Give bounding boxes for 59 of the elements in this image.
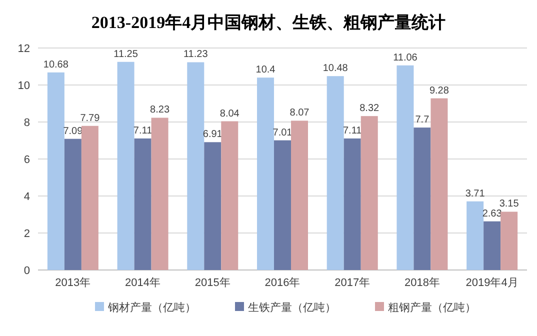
bar <box>274 140 291 270</box>
x-tick-label: 2014年 <box>125 277 161 289</box>
y-tick-label: 4 <box>24 191 30 203</box>
x-tick-label: 2013年 <box>55 277 91 289</box>
data-label: 3.71 <box>465 188 486 200</box>
x-tick-label: 2018年 <box>404 277 440 289</box>
y-tick-label: 8 <box>24 117 30 129</box>
data-label: 7.11 <box>133 125 153 136</box>
data-label: 11.25 <box>114 48 138 60</box>
x-tick-label: 2017年 <box>334 277 370 289</box>
bar <box>484 221 501 270</box>
legend-label: 生铁产量（亿吨） <box>248 301 336 314</box>
data-label: 7.79 <box>80 112 100 124</box>
data-label: 11.23 <box>183 49 208 60</box>
data-label: 10.4 <box>256 64 276 76</box>
bar <box>221 121 238 270</box>
bar <box>81 126 98 270</box>
bar <box>430 98 448 270</box>
data-label: 2.63 <box>482 208 502 220</box>
legend-label: 钢材产量（亿吨） <box>107 301 196 314</box>
bar <box>64 138 82 270</box>
bar <box>414 128 431 270</box>
data-label: 8.07 <box>290 108 310 119</box>
data-label: 7.7 <box>415 114 430 126</box>
bar <box>500 212 518 270</box>
bar <box>344 138 361 270</box>
chart-title: 2013-2019年4月中国钢材、生铁、粗钢产量统计 <box>91 13 446 32</box>
data-label: 11.06 <box>393 52 418 64</box>
bar <box>326 76 344 270</box>
data-label: 3.15 <box>499 198 520 210</box>
x-tick-label: 2019年4月 <box>466 277 518 289</box>
x-tick-label: 2015年 <box>194 277 230 289</box>
data-label: 10.48 <box>322 63 348 74</box>
bar <box>360 116 378 270</box>
bar <box>134 138 152 270</box>
y-tick-label: 0 <box>24 265 30 277</box>
data-label: 7.11 <box>342 125 362 136</box>
bar <box>187 62 204 270</box>
bar <box>466 201 484 270</box>
y-tick-label: 6 <box>24 154 30 166</box>
data-label: 8.23 <box>150 104 170 116</box>
legend-label: 粗钢产量（亿吨） <box>388 301 476 314</box>
data-label: 9.28 <box>429 85 450 96</box>
bar <box>396 65 414 270</box>
bar <box>151 118 168 270</box>
x-tick-label: 2016年 <box>264 277 300 289</box>
bar <box>117 62 134 270</box>
bar <box>257 78 274 270</box>
bar <box>204 142 222 270</box>
y-tick-label: 10 <box>18 80 30 92</box>
data-label: 6.91 <box>202 129 223 140</box>
bar <box>291 120 308 270</box>
data-label: 10.68 <box>43 59 69 70</box>
bar <box>47 72 64 270</box>
y-tick-label: 2 <box>24 228 30 240</box>
y-tick-label: 12 <box>18 43 30 55</box>
data-label: 7.01 <box>272 127 293 138</box>
data-label: 8.32 <box>360 103 380 114</box>
data-label: 8.04 <box>220 108 240 120</box>
